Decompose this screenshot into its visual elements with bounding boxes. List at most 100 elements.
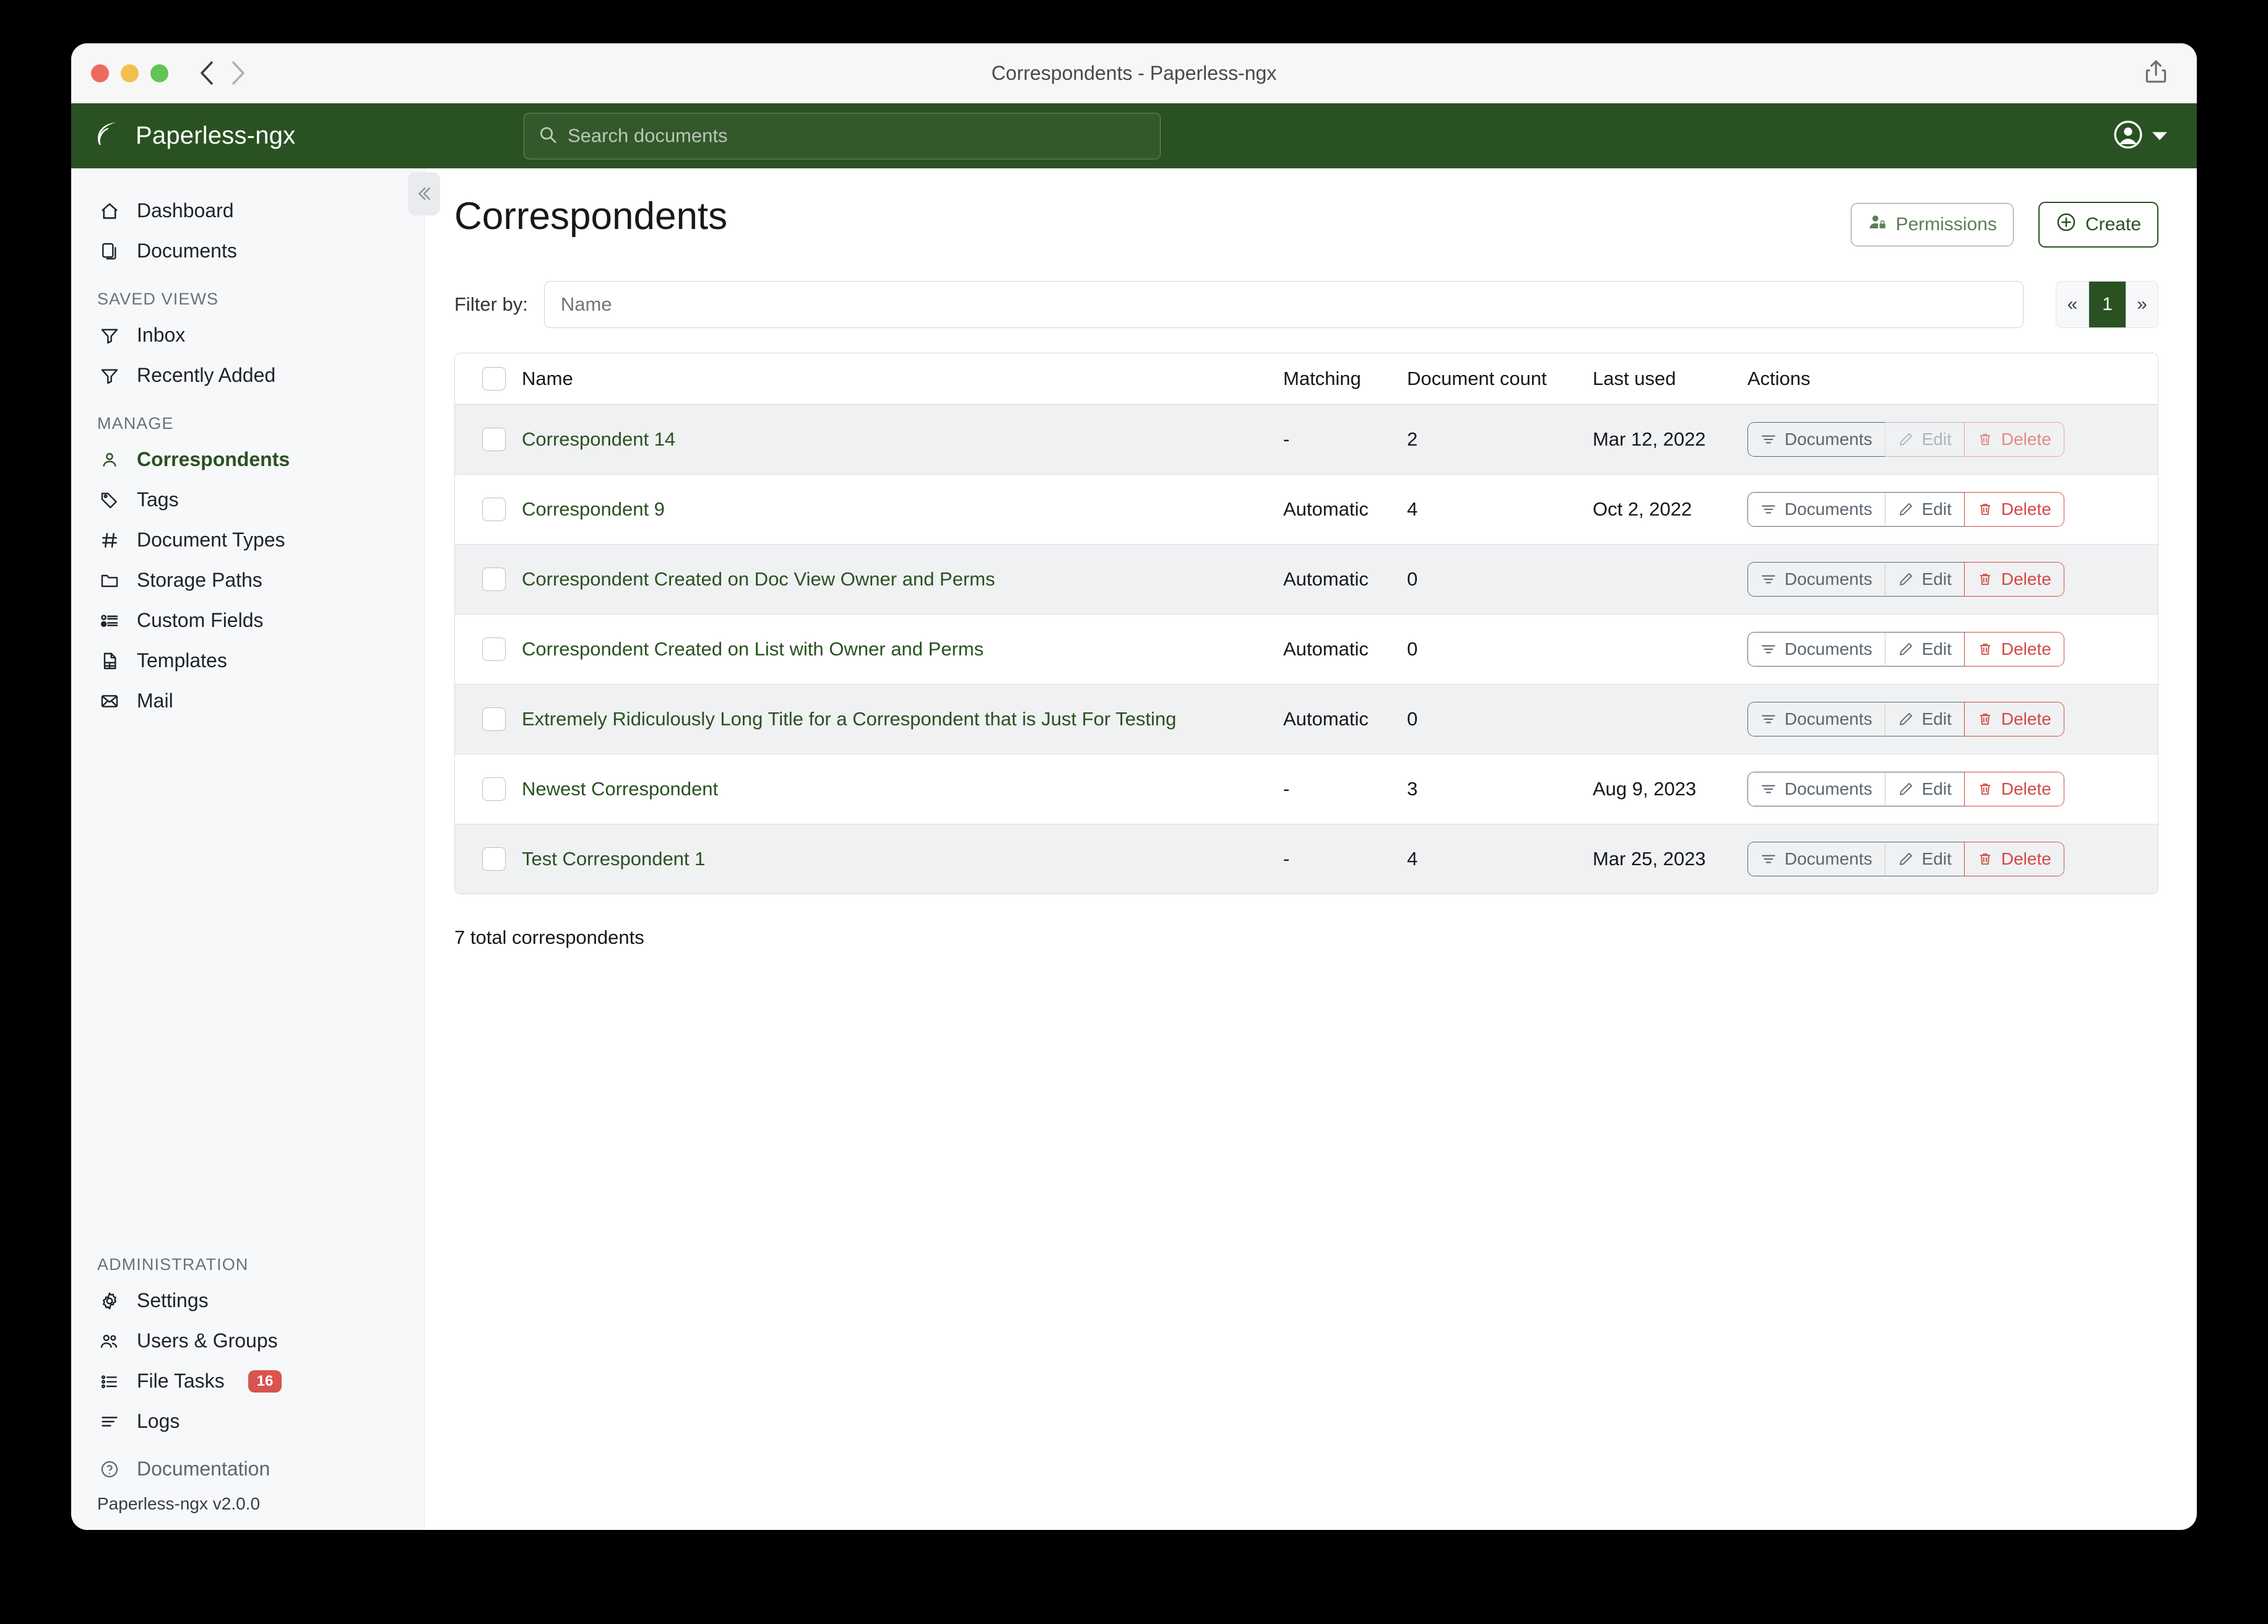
user-menu-button[interactable]: [2113, 119, 2167, 153]
row-checkbox[interactable]: [482, 707, 506, 731]
sidebar-item-recently-added[interactable]: Recently Added: [71, 355, 424, 395]
delete-button[interactable]: Delete: [1963, 702, 2064, 736]
pagination-prev[interactable]: «: [2056, 282, 2088, 327]
delete-button[interactable]: Delete: [1963, 492, 2064, 527]
back-button[interactable]: [198, 60, 215, 86]
correspondent-link[interactable]: Correspondent Created on Doc View Owner …: [522, 568, 995, 590]
delete-button[interactable]: Delete: [1963, 562, 2064, 597]
row-select-cell: [455, 404, 522, 475]
cell-name: Correspondent Created on Doc View Owner …: [522, 544, 1283, 615]
cell-actions: Documents Edit Delete: [1747, 684, 2158, 754]
row-select-cell: [455, 544, 522, 615]
row-checkbox[interactable]: [482, 498, 506, 521]
sidebar-item-label: Logs: [137, 1410, 180, 1432]
correspondent-link[interactable]: Correspondent 14: [522, 428, 676, 450]
correspondent-link[interactable]: Newest Correspondent: [522, 778, 719, 800]
brand[interactable]: Paperless-ngx: [93, 120, 398, 152]
search-input[interactable]: Search documents: [524, 113, 1161, 159]
sidebar-item-label: Settings: [137, 1289, 209, 1311]
sidebar-item-dashboard[interactable]: Dashboard: [71, 191, 424, 231]
delete-button[interactable]: Delete: [1963, 422, 2064, 457]
sidebar-collapse-button[interactable]: [408, 172, 440, 215]
documents-button[interactable]: Documents: [1747, 422, 1885, 457]
sidebar-item-tags[interactable]: Tags: [71, 480, 424, 520]
documents-button-label: Documents: [1785, 569, 1872, 589]
column-header-name[interactable]: Name: [522, 353, 1283, 405]
create-button[interactable]: Create: [2038, 202, 2158, 248]
sidebar-item-inbox[interactable]: Inbox: [71, 315, 424, 355]
sidebar-item-custom-fields[interactable]: Custom Fields: [71, 600, 424, 641]
cell-matching: Automatic: [1283, 614, 1407, 685]
sidebar-item-label: Storage Paths: [137, 569, 262, 591]
sidebar-item-label: Correspondents: [137, 448, 290, 470]
column-header-doc-count[interactable]: Document count: [1407, 353, 1593, 405]
edit-button[interactable]: Edit: [1884, 842, 1964, 876]
documents-button[interactable]: Documents: [1747, 772, 1885, 806]
sidebar-item-documents[interactable]: Documents: [71, 231, 424, 271]
sidebar-section-administration: ADMINISTRATION: [97, 1255, 249, 1274]
home-icon: [97, 201, 122, 222]
pagination-next[interactable]: »: [2126, 282, 2158, 327]
row-checkbox[interactable]: [482, 568, 506, 591]
maximize-window-button[interactable]: [150, 64, 168, 82]
edit-button[interactable]: Edit: [1884, 562, 1964, 597]
row-select-cell: [455, 614, 522, 685]
row-checkbox[interactable]: [482, 637, 506, 661]
filter-input[interactable]: Name: [543, 281, 2023, 328]
delete-button[interactable]: Delete: [1963, 632, 2064, 667]
documents-button[interactable]: Documents: [1747, 492, 1885, 527]
folder-icon: [97, 571, 122, 590]
edit-button[interactable]: Edit: [1884, 422, 1964, 457]
sidebar-item-label: Documents: [137, 240, 237, 262]
row-checkbox[interactable]: [482, 777, 506, 801]
documents-button[interactable]: Documents: [1747, 562, 1885, 597]
sidebar-item-label: Recently Added: [137, 364, 276, 386]
documents-button[interactable]: Documents: [1747, 842, 1885, 876]
edit-button[interactable]: Edit: [1884, 772, 1964, 806]
column-header-last-used[interactable]: Last used: [1593, 353, 1747, 405]
documents-button[interactable]: Documents: [1747, 632, 1885, 667]
permissions-button[interactable]: Permissions: [1850, 203, 2014, 246]
sidebar-item-document-types[interactable]: Document Types: [71, 520, 424, 560]
sidebar-item-logs[interactable]: Logs: [71, 1401, 424, 1441]
delete-button-label: Delete: [2001, 779, 2051, 798]
file-tasks-badge: 16: [248, 1370, 282, 1393]
correspondent-link[interactable]: Test Correspondent 1: [522, 848, 706, 870]
cell-last-used: [1593, 684, 1747, 754]
sidebar-item-label: Document Types: [137, 529, 285, 551]
delete-button[interactable]: Delete: [1963, 842, 2064, 876]
sidebar-item-mail[interactable]: Mail: [71, 681, 424, 721]
filter-label: Filter by:: [454, 293, 528, 315]
select-all-checkbox[interactable]: [482, 367, 506, 391]
sidebar-item-storage-paths[interactable]: Storage Paths: [71, 560, 424, 600]
close-window-button[interactable]: [91, 64, 109, 82]
documents-button-label: Documents: [1785, 709, 1872, 728]
sidebar-item-documentation[interactable]: Documentation: [71, 1441, 424, 1489]
table-row: Correspondent 9 Automatic 4 Oct 2, 2022 Docu…: [455, 474, 2158, 545]
row-checkbox[interactable]: [482, 847, 506, 871]
sidebar-item-templates[interactable]: Templates: [71, 641, 424, 681]
column-header-matching[interactable]: Matching: [1283, 353, 1407, 405]
row-checkbox[interactable]: [482, 428, 506, 451]
delete-button[interactable]: Delete: [1963, 772, 2064, 806]
gear-icon: [97, 1291, 122, 1311]
documents-button-label: Documents: [1785, 499, 1872, 519]
pagination-page-1[interactable]: 1: [2088, 282, 2126, 327]
sidebar-item-users-groups[interactable]: Users & Groups: [71, 1321, 424, 1361]
sidebar-item-file-tasks[interactable]: File Tasks 16: [71, 1361, 424, 1401]
forward-button[interactable]: [229, 60, 246, 86]
correspondent-link[interactable]: Correspondent 9: [522, 498, 665, 520]
edit-button-label: Edit: [1921, 430, 1952, 449]
delete-button-label: Delete: [2001, 499, 2051, 519]
filter-row: Filter by: Name « 1 »: [454, 281, 2158, 328]
edit-button[interactable]: Edit: [1884, 702, 1964, 736]
sidebar-item-correspondents[interactable]: Correspondents: [71, 439, 424, 480]
correspondent-link[interactable]: Correspondent Created on List with Owner…: [522, 638, 984, 660]
share-icon[interactable]: [2142, 58, 2170, 89]
edit-button[interactable]: Edit: [1884, 632, 1964, 667]
minimize-window-button[interactable]: [121, 64, 139, 82]
documents-button[interactable]: Documents: [1747, 702, 1885, 736]
sidebar-item-settings[interactable]: Settings: [71, 1281, 424, 1321]
edit-button[interactable]: Edit: [1884, 492, 1964, 527]
correspondent-link[interactable]: Extremely Ridiculously Long Title for a …: [522, 708, 1177, 730]
